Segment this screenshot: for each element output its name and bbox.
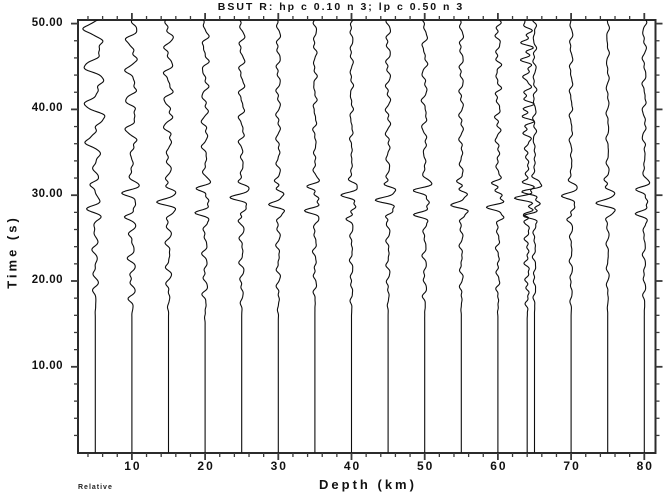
seismic-trace-5km (82, 20, 106, 453)
seismic-trace-20km (194, 20, 212, 453)
x-tick-label: 80 (636, 459, 654, 473)
y-tick-label: 10.00 (31, 359, 63, 372)
seismic-trace-70km (560, 20, 578, 453)
seismic-trace-45km (374, 20, 397, 453)
x-tick-label: 10 (124, 459, 142, 473)
y-tick-label: 40.00 (31, 102, 63, 115)
amplitude-scale-note: Relative (78, 484, 113, 491)
seismic-trace-75km (595, 20, 616, 453)
x-tick-label: 70 (563, 459, 581, 473)
y-tick-label: 20.00 (31, 274, 63, 286)
x-tick-label: 20 (197, 459, 215, 473)
seismic-trace-65km (521, 20, 543, 453)
seismic-trace-80km (634, 20, 651, 453)
seismic-trace-35km (303, 20, 320, 453)
seismic-trace-55km (450, 20, 469, 453)
seismic-trace-50km (412, 20, 433, 453)
x-tick-label: 60 (490, 459, 508, 473)
seismic-trace-64km (513, 20, 535, 453)
y-tick-label: 50.00 (31, 16, 63, 29)
seismic-trace-25km (229, 20, 250, 453)
plot-frame (77, 19, 657, 454)
x-axis-title: Depth (km) (319, 477, 417, 492)
seismic-trace-10km (121, 20, 140, 453)
x-tick-label: 30 (270, 459, 288, 473)
plot-title: BSUT R: hp c 0.10 n 3; lp c 0.50 n 3 (217, 1, 465, 13)
seismic-trace-30km (268, 20, 286, 453)
seismic-trace-40km (340, 20, 358, 453)
x-tick-label: 40 (343, 459, 362, 473)
seismic-trace-60km (485, 20, 505, 453)
seismic-trace-15km (156, 20, 177, 453)
x-tick-label: 50 (417, 459, 435, 473)
y-tick-label: 30.00 (31, 188, 63, 201)
